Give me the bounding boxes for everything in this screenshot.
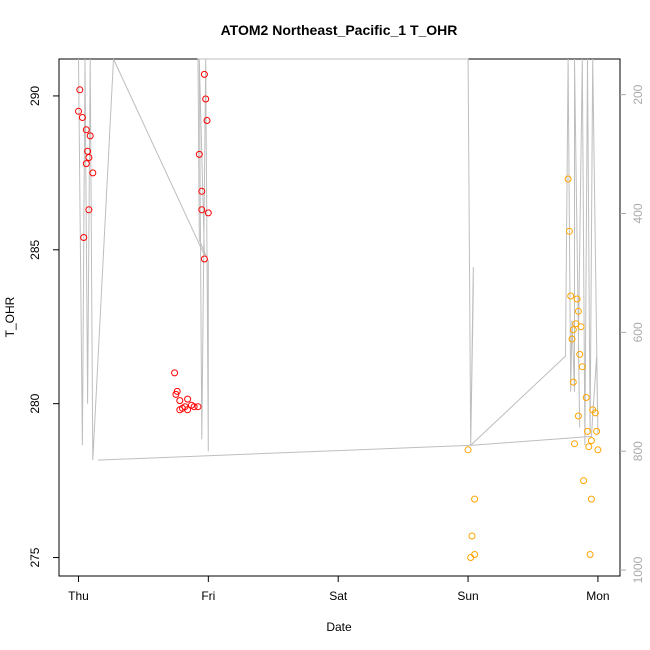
data-point (198, 187, 206, 195)
data-point (574, 307, 582, 315)
data-point (85, 154, 93, 161)
data-point (190, 403, 198, 411)
data-point (571, 440, 578, 448)
data-point (567, 292, 575, 300)
data-point (593, 427, 601, 435)
data-point (467, 554, 475, 561)
data-point (184, 395, 192, 403)
x-axis-label: Date (326, 620, 352, 634)
y2-tick-label: 1000 (631, 556, 645, 583)
data-point (468, 532, 476, 540)
x-tick-label: Thu (68, 589, 89, 603)
data-point (578, 363, 586, 371)
y2-tick-label: 600 (631, 322, 645, 342)
data-point (471, 495, 479, 503)
data-point (569, 378, 577, 386)
data-point (200, 255, 208, 263)
data-point (75, 107, 82, 115)
data-point (565, 227, 573, 235)
x-tick-label: Sun (457, 589, 478, 603)
axes-layer: Thu Fri Sat Sun Mon 275 280 285 290 200 400 600 800 1… (28, 84, 645, 603)
x-tick-label: Fri (201, 589, 215, 603)
data-point (586, 551, 594, 558)
data-point (564, 175, 572, 183)
data-point (82, 126, 90, 134)
data-point (194, 403, 202, 411)
x-tick-label: Sat (329, 589, 348, 603)
data-point (82, 160, 90, 168)
gray-line-series (78, 58, 599, 461)
data-point (569, 326, 577, 334)
data-point (86, 132, 94, 140)
data-point (176, 397, 184, 405)
data-point (85, 206, 93, 214)
data-point (572, 320, 580, 328)
data-point (171, 369, 179, 377)
data-point (573, 295, 581, 303)
x-tick-label: Mon (586, 589, 609, 603)
data-point (591, 409, 599, 417)
y2-tick-label: 400 (631, 203, 645, 223)
data-point (76, 86, 84, 94)
data-point (184, 406, 192, 414)
data-point (594, 446, 602, 454)
data-point (577, 323, 585, 331)
data-point (198, 206, 206, 214)
chart-title: ATOM2 Northeast_Pacific_1 T_OHR (221, 22, 458, 38)
y-tick-label: 285 (28, 239, 42, 259)
y-tick-label: 275 (28, 547, 42, 567)
y2-tick-label: 800 (631, 441, 645, 461)
y2-tick-label: 200 (631, 84, 645, 104)
data-point (176, 406, 184, 414)
data-point (172, 390, 180, 398)
data-point (587, 437, 595, 445)
data-point (464, 446, 472, 454)
y-tick-label: 290 (28, 86, 42, 106)
data-point (80, 234, 88, 241)
data-point (200, 70, 208, 78)
data-point (78, 114, 86, 121)
y-axis-label: T_OHR (3, 296, 17, 337)
data-point (580, 477, 588, 485)
points-layer (75, 70, 602, 561)
plot-frame (58, 58, 621, 577)
data-point (202, 95, 210, 103)
gray-line (78, 58, 599, 461)
y-tick-label: 280 (28, 393, 42, 413)
data-point (203, 117, 211, 124)
data-point (584, 427, 591, 435)
data-point (89, 169, 97, 177)
data-point (587, 495, 595, 503)
data-point (576, 350, 584, 358)
data-point (195, 150, 203, 158)
data-point (574, 412, 582, 420)
data-point (582, 394, 590, 401)
data-point (585, 443, 593, 451)
data-point (568, 335, 576, 343)
data-point (204, 209, 212, 217)
